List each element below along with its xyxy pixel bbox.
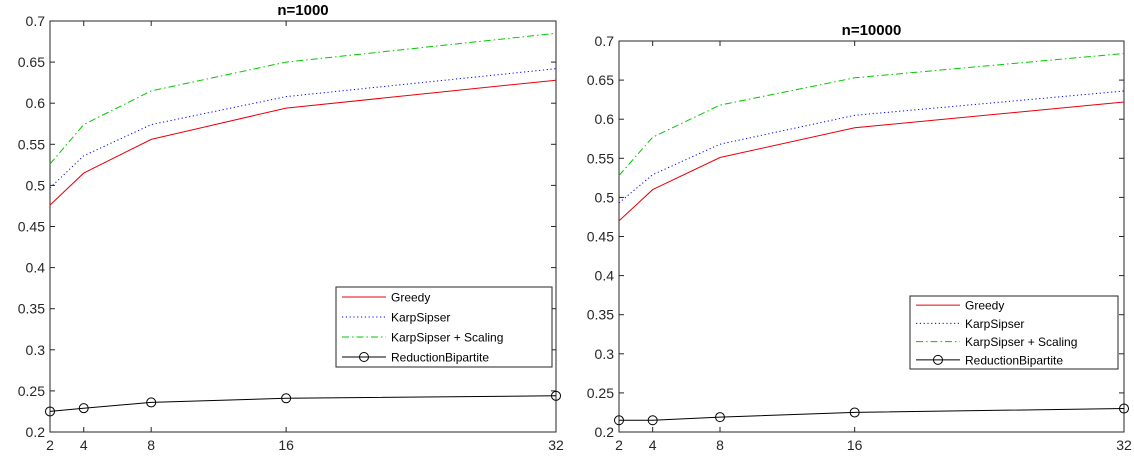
chart1-ytick-label: 0.4 [26,260,46,276]
chart2-data-point [647,415,658,426]
chart2-legend-marker [933,354,943,365]
chart1-ytick-label: 0.2 [26,424,46,440]
chart1-series-line [49,79,557,206]
chart1-legend-label: Greedy [391,291,430,305]
chart2-ytick-label: 0.2 [595,424,615,440]
chart2-legend: Greedy KarpSipser KarpSipser + Scaling Redu… [909,295,1119,370]
chart2-ytick-label: 0.7 [595,33,615,49]
chart1-series-line [49,68,557,189]
chart1-series-line [49,395,557,412]
chart2-ytick-label: 0.4 [595,268,615,284]
chart1: n=1000 0.2 0.25 0.3 0.35 0.4 0.45 0.5 0.55 0.6 0.6… [18,2,564,453]
chart1-legend-box [335,286,553,368]
chart1-ytick-label: 0.3 [26,342,46,358]
chart1-data-point [78,403,89,414]
chart2-ytick-label: 0.5 [595,189,615,205]
chart1-title: n=1000 [277,2,328,19]
chart2-legend-label: ReductionBipartite [965,353,1063,367]
chart1-ytick-label: 0.7 [26,13,46,29]
chart2-series-line [618,53,1125,176]
chart2-series-line [618,101,1125,222]
chart1-legend: Greedy KarpSipser KarpSipser + Scaling Redu… [335,286,553,368]
chart1-xtick-label: 32 [548,437,564,453]
chart1-xtick-label: 16 [278,437,294,453]
chart2-ytick-label: 0.55 [587,150,614,166]
chart1-ytick-label: 0.65 [18,54,45,70]
chart1-series-line [49,32,557,165]
chart2-xtick-label: 32 [1116,437,1132,453]
chart2-title: n=10000 [842,22,902,39]
chart1-data-point [146,397,157,408]
chart2-data-point [614,415,624,426]
chart2-axes-box [618,40,1125,433]
chart1-ytick-label: 0.45 [18,219,45,235]
chart2-xtick-label: 2 [615,437,623,453]
chart1-legend-label: ReductionBipartite [391,351,489,365]
chart1-axes-box [49,20,557,433]
chart1-data-point [551,390,561,401]
chart2-ytick-label: 0.45 [587,229,614,245]
chart2-legend-label: KarpSipser [965,317,1024,331]
chart1-data-point [281,393,292,404]
chart1-ytick-label: 0.6 [26,95,46,111]
chart2-xtick-label: 4 [649,437,657,453]
chart2-legend-label: KarpSipser + Scaling [965,335,1077,349]
chart2-xtick-label: 16 [847,437,863,453]
chart2-series-line [618,90,1125,204]
chart1-ytick-label: 0.25 [18,383,45,399]
chart2-data-point [715,412,725,423]
chart1-xtick-label: 2 [46,437,54,453]
chart2-ytick-label: 0.3 [595,346,615,362]
chart1-ytick-label: 0.5 [26,177,46,193]
chart1-legend-marker [359,352,369,362]
chart1-xtick-label: 4 [80,437,88,453]
chart1-ytick-label: 0.55 [18,136,45,152]
chart2-xtick-label: 8 [716,437,724,453]
chart2-legend-label: Greedy [965,299,1004,313]
chart1-xtick-label: 8 [147,437,155,453]
chart2-ytick-label: 0.6 [595,111,615,127]
chart2-ytick-label: 0.35 [587,307,614,323]
chart2-data-point [1119,403,1129,414]
chart2: n=10000 0.2 0.25 0.3 0.35 0.4 0.45 0.5 0.55 0.6 0.… [587,22,1132,453]
chart2-data-point [849,407,860,418]
chart1-data-point [45,406,55,417]
chart2-ytick-label: 0.65 [587,72,614,88]
chart2-legend-box [909,295,1119,370]
chart2-series-line [619,408,1125,421]
chart1-ytick-label: 0.35 [18,301,45,317]
chart1-legend-label: KarpSipser [391,311,450,325]
chart2-ytick-label: 0.25 [587,385,614,401]
chart1-legend-label: KarpSipser + Scaling [391,331,503,345]
